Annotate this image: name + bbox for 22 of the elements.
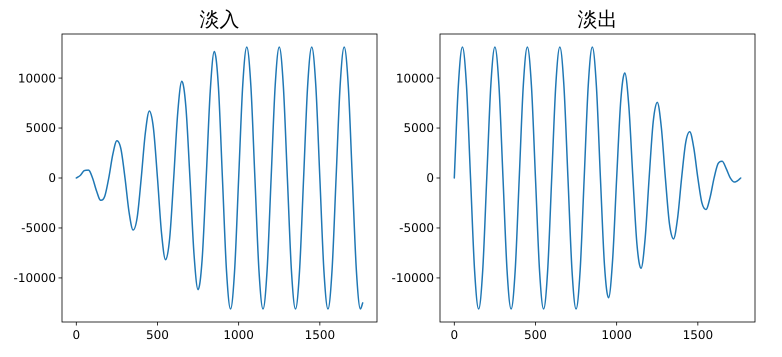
chart-title: 淡入 — [200, 7, 240, 31]
y-tick-label: -5000 — [399, 221, 434, 236]
x-tick-label: 0 — [72, 328, 80, 342]
y-tick-label: -10000 — [13, 271, 56, 286]
y-tick-label: -5000 — [21, 221, 56, 236]
x-tick-label: 500 — [146, 328, 169, 342]
y-tick-label: 5000 — [403, 121, 434, 136]
chart-title: 淡出 — [578, 7, 618, 31]
x-tick-label: 1000 — [601, 328, 632, 342]
line-series — [454, 46, 742, 310]
y-tick-label: 0 — [426, 171, 434, 186]
y-tick-label: 0 — [48, 171, 56, 186]
y-tick-label: 10000 — [396, 71, 434, 86]
y-tick-label: 5000 — [25, 121, 56, 136]
x-tick-label: 1500 — [304, 328, 336, 342]
x-tick-label: 1000 — [223, 328, 254, 342]
y-tick-label: -10000 — [391, 271, 434, 286]
y-tick-label: 10000 — [18, 71, 56, 86]
x-tick-label: 0 — [450, 328, 458, 342]
x-tick-label: 500 — [524, 328, 547, 342]
line-series — [76, 46, 364, 310]
x-tick-label: 1500 — [682, 328, 714, 342]
